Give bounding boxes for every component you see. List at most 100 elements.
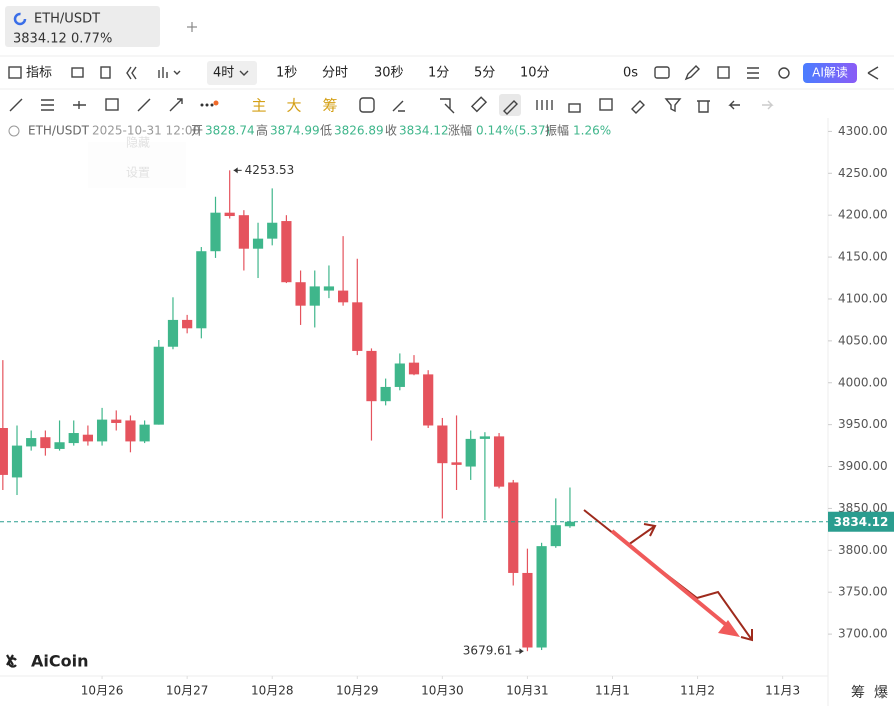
undo-tool[interactable] [728,100,740,110]
candle-body [182,319,193,329]
candle-body [380,386,391,402]
list-icon[interactable] [747,67,759,79]
chart-type-icon[interactable] [158,67,181,78]
y-tick-label: 4100.00 [838,291,888,305]
select-tool[interactable] [440,98,455,114]
ruler-tool[interactable] [470,96,488,113]
interval-button[interactable]: 4时 [213,66,234,81]
period-button[interactable]: 1分 [428,66,449,81]
more-dot[interactable] [200,103,204,107]
context-menu: 隐藏 设置 [88,136,186,188]
redo-tool[interactable] [762,100,774,110]
candle-body [493,436,505,487]
candle-body [196,251,207,329]
amplitude-value: 1.26% [573,124,611,138]
x-tick-label: 11月2 [680,684,715,698]
measure-tool[interactable] [392,100,405,112]
candle-body [153,346,164,425]
settings-icon[interactable] [778,67,790,79]
period-button[interactable]: 分时 [322,66,348,81]
collapse-icon[interactable] [8,125,20,137]
candle-body [536,546,547,648]
candle-body [167,319,179,347]
candle-body [352,302,363,351]
add-tab[interactable] [187,22,197,32]
x-tick-label: 11月3 [765,684,800,698]
chip-button[interactable]: 筹 [322,97,337,115]
countdown: 0s [623,66,638,81]
candle-body [394,363,405,387]
magnet-tool[interactable] [631,100,645,114]
tab-change: 0.77% [71,32,112,47]
interval-caret [239,70,249,76]
menu-item[interactable]: 隐藏 [126,136,150,150]
candle-body [564,521,576,527]
y-tick-label: 4200.00 [838,208,888,222]
candle-body [139,424,150,442]
candle-body [295,282,306,306]
filter-tool[interactable] [664,98,682,113]
ai-button[interactable]: AI解读 [803,63,857,83]
ray-tool[interactable] [73,101,86,109]
indicators-button[interactable]: 指标 [26,66,52,81]
line-tool[interactable] [9,98,23,112]
menu-item[interactable]: 设置 [126,166,150,180]
candle-body [210,212,221,252]
indicator-icon [8,66,22,79]
compare-icon[interactable] [100,66,111,79]
main-button[interactable]: 主 [251,97,266,115]
info-time: 2025-10-31 12:00 [92,124,200,138]
hline-tool[interactable] [41,99,54,111]
sync-tool[interactable] [359,97,375,113]
open-value: 3828.74 [205,124,255,138]
camera-icon[interactable] [654,66,670,79]
price-label: 3834.12 [834,515,889,529]
corner-button[interactable]: 筹 [851,684,865,701]
candle-body [267,222,278,239]
y-tick-label: 4000.00 [838,375,888,389]
high-label: 高 [256,123,268,138]
corner-button[interactable]: 爆 [874,685,888,701]
y-tick-label: 3700.00 [838,627,888,641]
drawn-arrows [583,509,753,642]
period-button[interactable]: 10分 [520,66,550,81]
x-tick-label: 10月30 [421,684,464,698]
logo: AiCoin [31,652,88,671]
rect-tool[interactable] [105,98,119,111]
period-button[interactable]: 30秒 [374,66,404,81]
trend-arrow [610,529,732,630]
candle-body [238,215,249,249]
segment-tool[interactable] [137,98,151,112]
low-marker-label: 3679.61 [463,644,513,658]
marker-arrow-head [519,648,524,655]
candle-body [323,286,335,291]
symbol-tab[interactable]: ETH/USDT 3834.12 0.77% [5,6,160,47]
candle-body [0,428,8,475]
bars-tool[interactable] [536,100,553,110]
candle-body [224,212,235,217]
more-dot [205,103,209,107]
candle-body [82,434,94,442]
window-icon[interactable] [717,66,730,79]
trend-arrow-head [718,620,740,637]
y-tick-label: 3900.00 [838,459,888,473]
lock-tool[interactable] [568,103,581,113]
low-value: 3826.89 [334,124,384,138]
y-tick-label: 4150.00 [838,250,888,264]
arrow-head [740,629,753,642]
rewind-icon[interactable] [126,66,137,80]
period-button[interactable]: 1秒 [276,66,297,81]
pen-tool[interactable] [503,100,518,115]
period-button[interactable]: 5分 [474,66,495,81]
layout-icon[interactable] [71,67,84,78]
big-button[interactable]: 大 [286,97,301,115]
edit-icon[interactable] [684,65,700,81]
delete-tool[interactable] [697,100,710,113]
note-tool[interactable] [599,98,613,111]
arrow-tool[interactable] [169,98,183,112]
share-icon[interactable] [867,66,879,80]
open-label: 开 [191,124,203,138]
candle-body [338,290,349,303]
candle-body [111,419,122,423]
